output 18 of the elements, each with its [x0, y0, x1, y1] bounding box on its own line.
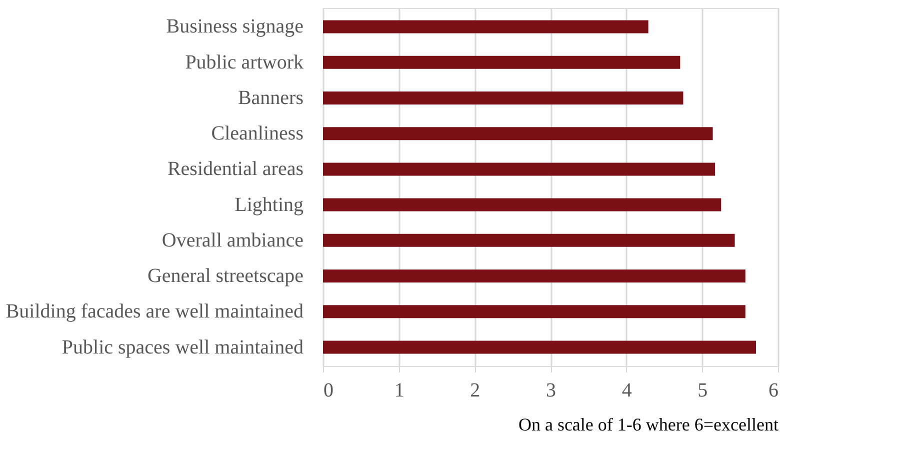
- y-tick-label: Residential areas: [167, 158, 304, 180]
- y-tick-label: Overall ambiance: [162, 229, 304, 252]
- x-tick-label: 3: [546, 380, 556, 402]
- x-tick-label: 2: [470, 380, 480, 402]
- y-tick-label: General streetscape: [147, 265, 304, 288]
- x-tick-label: 4: [622, 380, 632, 402]
- x-tick-label: 5: [698, 380, 708, 402]
- y-tick-label: Public spaces well maintained: [62, 336, 304, 358]
- y-tick-label: Building facades are well maintained: [6, 300, 304, 323]
- x-tick-label: 1: [394, 380, 404, 402]
- y-tick-label: Cleanliness: [211, 122, 304, 145]
- x-tick-label: 6: [768, 380, 778, 402]
- y-tick-label: Banners: [238, 86, 304, 109]
- y-tick-label: Business signage: [166, 16, 304, 38]
- x-tick-label: 0: [324, 380, 334, 402]
- y-tick-label: Lighting: [234, 194, 304, 216]
- y-tick-label: Public artwork: [185, 51, 304, 74]
- x-axis-title: On a scale of 1-6 where 6=excellent: [518, 414, 778, 434]
